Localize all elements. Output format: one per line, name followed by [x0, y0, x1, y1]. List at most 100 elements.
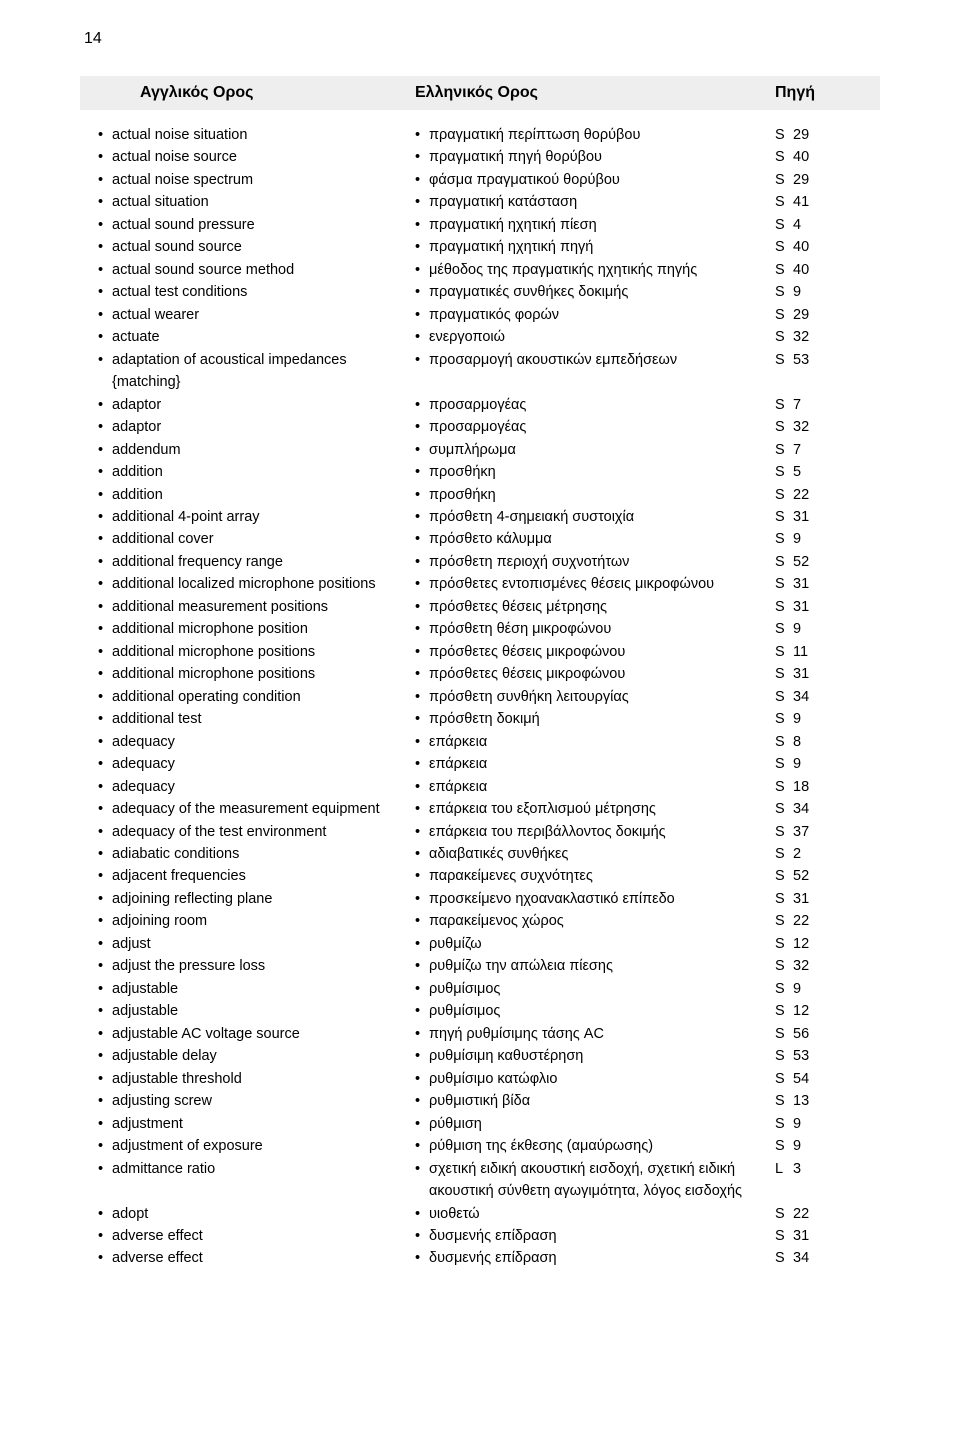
source-letter: S [775, 663, 793, 685]
greek-term-cell: •πραγματική κατάσταση [415, 191, 775, 213]
greek-term: δυσμενής επίδραση [429, 1225, 765, 1247]
greek-term-cell: •επάρκεια [415, 753, 775, 775]
greek-term-cell: •πρόσθετες θέσεις μικροφώνου [415, 663, 775, 685]
bullet-icon: • [415, 888, 429, 910]
glossary-row: •actual sound pressure•πραγματική ηχητικ… [80, 214, 880, 236]
english-term-cell: •adequacy [80, 753, 415, 775]
greek-term-cell: •πρόσθετες θέσεις μικροφώνου [415, 641, 775, 663]
greek-term: συμπλήρωμα [429, 439, 765, 461]
source-number: 8 [793, 734, 801, 750]
bullet-icon: • [415, 326, 429, 348]
greek-term-cell: •ρυθμίσιμη καθυστέρηση [415, 1045, 775, 1067]
english-term-cell: •actual situation [80, 191, 415, 213]
source-letter: S [775, 484, 793, 506]
glossary-row: •adverse effect•δυσμενής επίδρασηS34 [80, 1247, 880, 1269]
bullet-icon: • [415, 528, 429, 550]
glossary-row: •adjust•ρυθμίζωS12 [80, 933, 880, 955]
bullet-icon: • [98, 439, 112, 461]
bullet-icon: • [98, 708, 112, 730]
english-term: adjust the pressure loss [112, 955, 405, 977]
source-letter: S [775, 1247, 793, 1269]
greek-term: πρόσθετες θέσεις μικροφώνου [429, 663, 765, 685]
english-term: adequacy [112, 776, 405, 798]
english-term-cell: •adequacy of the test environment [80, 821, 415, 843]
source-number: 29 [793, 172, 809, 188]
glossary-row: •adjusting screw•ρυθμιστική βίδαS13 [80, 1090, 880, 1112]
source-number: 56 [793, 1026, 809, 1042]
source-number: 34 [793, 1250, 809, 1266]
source-cell: S9 [775, 528, 865, 550]
greek-term: πρόσθετες θέσεις μικροφώνου [429, 641, 765, 663]
greek-term: επάρκεια του εξοπλισμού μέτρησης [429, 798, 765, 820]
english-term-cell: •additional localized microphone positio… [80, 573, 415, 595]
glossary-row: •adequacy•επάρκειαS8 [80, 731, 880, 753]
glossary-row: •actual noise spectrum•φάσμα πραγματικού… [80, 169, 880, 191]
glossary-row: •adjoining reflecting plane•προσκείμενο … [80, 888, 880, 910]
english-term: addendum [112, 439, 405, 461]
english-term-cell: •adaptor [80, 394, 415, 416]
bullet-icon: • [98, 888, 112, 910]
source-cell: S9 [775, 1113, 865, 1135]
greek-term: ρυθμίζω την απώλεια πίεσης [429, 955, 765, 977]
source-number: 31 [793, 891, 809, 907]
source-number: 18 [793, 779, 809, 795]
bullet-icon: • [415, 191, 429, 213]
glossary-row: •actual test conditions•πραγματικές συνθ… [80, 281, 880, 303]
source-cell: S13 [775, 1090, 865, 1112]
source-letter: S [775, 349, 793, 371]
bullet-icon: • [415, 1247, 429, 1269]
english-term-cell: •adjustment [80, 1113, 415, 1135]
source-cell: S11 [775, 641, 865, 663]
source-cell: S9 [775, 281, 865, 303]
source-number: 31 [793, 666, 809, 682]
greek-term: προσκείμενο ηχοανακλαστικό επίπεδο [429, 888, 765, 910]
bullet-icon: • [98, 1090, 112, 1112]
source-number: 31 [793, 576, 809, 592]
greek-term: πηγή ρυθμίσιμης τάσης AC [429, 1023, 765, 1045]
bullet-icon: • [415, 821, 429, 843]
source-number: 12 [793, 1003, 809, 1019]
english-term-cell: •adjust the pressure loss [80, 955, 415, 977]
greek-term: πρόσθετη περιοχή συχνοτήτων [429, 551, 765, 573]
bullet-icon: • [415, 124, 429, 146]
glossary-row: •actual situation•πραγματική κατάστασηS4… [80, 191, 880, 213]
source-letter: S [775, 259, 793, 281]
source-letter: S [775, 821, 793, 843]
bullet-icon: • [415, 731, 429, 753]
bullet-icon: • [98, 236, 112, 258]
bullet-icon: • [415, 1158, 429, 1203]
glossary-row: •addition•προσθήκηS5 [80, 461, 880, 483]
source-cell: S34 [775, 1247, 865, 1269]
glossary-row: •additional 4-point array•πρόσθετη 4-σημ… [80, 506, 880, 528]
greek-term-cell: •πηγή ρυθμίσιμης τάσης AC [415, 1023, 775, 1045]
bullet-icon: • [415, 618, 429, 640]
greek-term: πρόσθετο κάλυμμα [429, 528, 765, 550]
bullet-icon: • [415, 753, 429, 775]
greek-term-cell: •πρόσθετη περιοχή συχνοτήτων [415, 551, 775, 573]
source-letter: S [775, 933, 793, 955]
source-cell: S9 [775, 753, 865, 775]
source-number: 4 [793, 217, 801, 233]
bullet-icon: • [98, 933, 112, 955]
glossary-row: •addendum•συμπλήρωμαS7 [80, 439, 880, 461]
source-cell: L3 [775, 1158, 865, 1180]
glossary-row: •adaptor•προσαρμογέαςS7 [80, 394, 880, 416]
glossary-row: •adjustable•ρυθμίσιμοςS12 [80, 1000, 880, 1022]
greek-term-cell: •προσαρμογέας [415, 416, 775, 438]
english-term: actual sound pressure [112, 214, 405, 236]
source-letter: S [775, 843, 793, 865]
source-letter: S [775, 573, 793, 595]
glossary-row: •actual noise source•πραγματική πηγή θορ… [80, 146, 880, 168]
source-letter: S [775, 1135, 793, 1157]
glossary-row: •adjoining room•παρακείμενος χώροςS22 [80, 910, 880, 932]
english-term-cell: •actual sound pressure [80, 214, 415, 236]
source-cell: S34 [775, 686, 865, 708]
greek-term-cell: •πρόσθετες εντοπισμένες θέσεις μικροφώνο… [415, 573, 775, 595]
english-term-cell: •additional microphone position [80, 618, 415, 640]
english-term: actual situation [112, 191, 405, 213]
greek-term: ρυθμίσιμο κατώφλιο [429, 1068, 765, 1090]
bullet-icon: • [415, 978, 429, 1000]
bullet-icon: • [98, 663, 112, 685]
english-term: adequacy [112, 731, 405, 753]
glossary-row: •adjustment•ρύθμισηS9 [80, 1113, 880, 1135]
